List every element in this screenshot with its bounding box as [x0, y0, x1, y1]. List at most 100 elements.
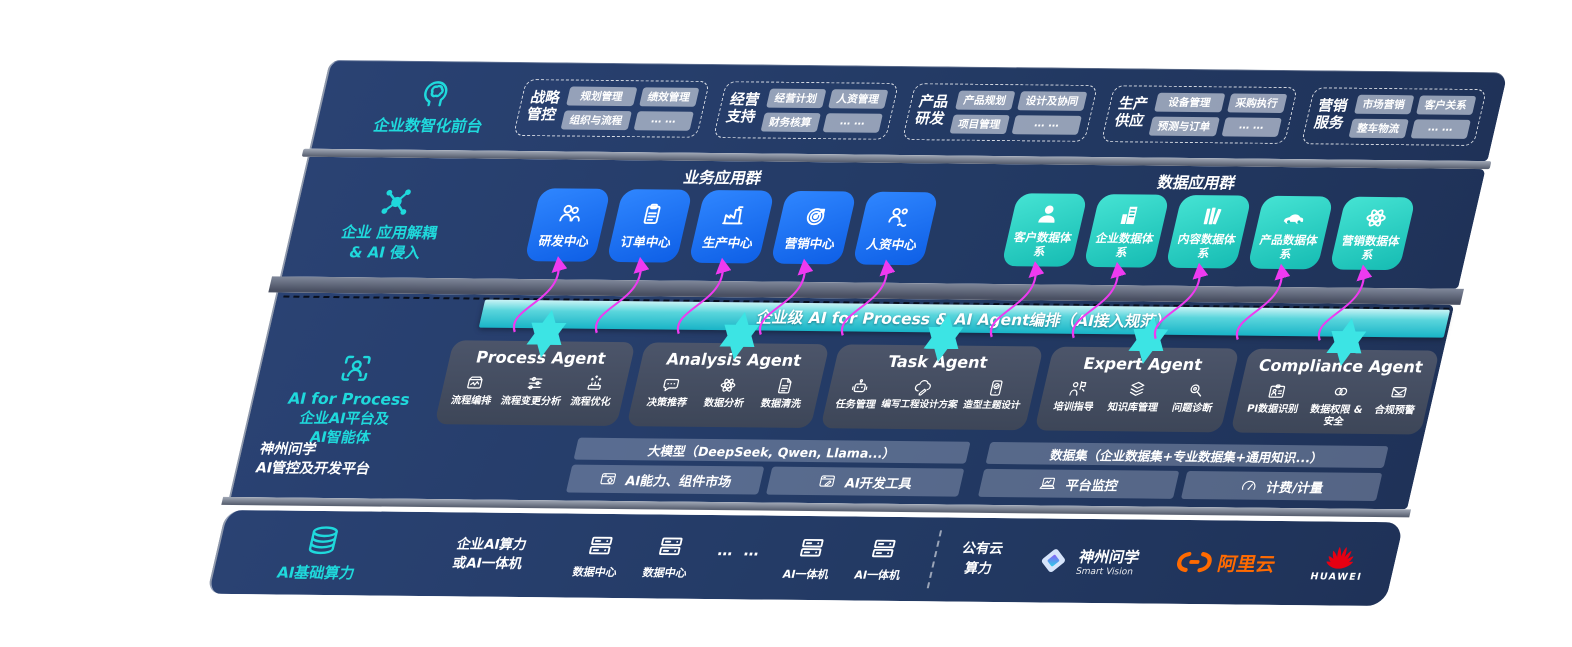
tile-marketing-center[interactable]: 营销中心 — [770, 190, 857, 265]
molecule-icon — [375, 186, 417, 220]
tile-enterprise-data[interactable]: 企业数据体系 — [1083, 194, 1170, 268]
tile-product-data[interactable]: 产品数据体系 — [1247, 195, 1334, 270]
front-office-label: 企业数智化前台 — [341, 75, 525, 137]
group-label-line: 管控 — [524, 107, 558, 124]
tag: 客户关系 — [1415, 94, 1477, 115]
tile-hr-center[interactable]: 人资中心 — [852, 191, 939, 266]
group-marketing: 营销 服务 市场营销 客户关系 整车物流 … … — [1300, 86, 1487, 146]
sliders-icon — [523, 373, 548, 393]
architecture-diagram: 企业数智化前台 战略 管控 规划管理 绩效管理 组织与流程 … … 经营 支持 经营… — [206, 60, 1508, 607]
tile-order-center[interactable]: 订单中心 — [606, 189, 693, 263]
cell-billing[interactable]: 计费/计量 — [1180, 471, 1383, 501]
agent-item: 流程编排 — [450, 372, 498, 407]
agent-item: 知识库管理 — [1106, 379, 1164, 414]
agent-title: Process Agent — [474, 347, 608, 368]
tag: … … — [822, 112, 883, 133]
agent-item: 问题诊断 — [1171, 380, 1219, 415]
app-decouple-label: 企业 应用解耦 & AI 侵入 — [307, 185, 475, 263]
front-office-title: 企业数智化前台 — [371, 116, 485, 136]
tag: 人资管理 — [827, 88, 889, 109]
tag: 预测与订单 — [1148, 116, 1220, 136]
group-label-line: 支持 — [724, 109, 758, 126]
tag: … … — [1011, 114, 1083, 135]
tile-rd-center[interactable]: 研发中心 — [524, 188, 611, 262]
server-icon — [867, 535, 899, 561]
cell-component-market[interactable]: AI能力、组件市场 — [565, 464, 765, 495]
server-ai-appliance: AI一体机 — [781, 534, 837, 581]
optimize-icon — [582, 374, 607, 394]
tile-customer-data[interactable]: 客户数据体系 — [1001, 193, 1088, 267]
agent-item: 培训指导 — [1052, 379, 1100, 414]
group-label-line: 供应 — [1112, 113, 1146, 130]
agent-item: 流程优化 — [569, 374, 617, 409]
agent-item: 任务管理 — [834, 376, 882, 411]
tag: 财务核算 — [760, 112, 821, 132]
laptop-chart-icon — [1037, 474, 1059, 492]
ai-for-process-line: AI for Process — [286, 389, 412, 409]
group-label-line: 营销 — [1316, 97, 1350, 115]
agent-item: 造型主题设计 — [962, 378, 1027, 412]
agent-item: PI数据识别 — [1246, 381, 1305, 416]
group-supply: 生产 供应 设备管理 采购执行 预测与订单 … … — [1101, 84, 1298, 144]
atom-icon — [716, 375, 741, 395]
layers-icon — [1125, 379, 1150, 399]
group-label-line: 经营 — [728, 91, 762, 109]
server-datacenter: 数据中心 — [571, 532, 626, 579]
platform-label-line1: 神州问学 — [258, 441, 319, 458]
server-icon — [585, 532, 617, 558]
card-process-agent: Process Agent 流程编排 流程变更分析 流程优化 — [434, 340, 636, 427]
database-icon — [302, 523, 344, 557]
factory-icon — [718, 202, 750, 228]
agent-cards: Process Agent 流程编排 流程变更分析 流程优化 Analysis … — [434, 340, 1440, 435]
app-decouple-line1: 企业 应用解耦 — [339, 223, 440, 243]
window-gear-icon — [597, 470, 619, 488]
band-infrastructure: AI基础算力 企业AI算力 或AI一体机 数据中心 数据中心 … … AI一体机 … — [206, 509, 1405, 607]
diagnose-search-icon — [1184, 380, 1209, 400]
group-product-rd: 产品 研发 产品规划 设计及协同 项目管理 … … — [901, 82, 1099, 142]
agent-item: 数据权限 & 安全 — [1303, 381, 1372, 427]
tag: 绩效管理 — [638, 86, 700, 107]
server-datacenter: 数据中心 — [641, 533, 696, 580]
group-operation: 经营 支持 经营计划 人资管理 财务核算 … … — [712, 80, 899, 140]
tile-marketing-data[interactable]: 营销数据体系 — [1329, 196, 1416, 271]
rings-security-icon — [1328, 382, 1353, 402]
tile-production-center[interactable]: 生产中心 — [688, 189, 775, 264]
band-ai-platform: AI for Process 企业AI平台及 AI智能体 企业级 AI for … — [229, 292, 1455, 510]
workflow-icon — [463, 372, 488, 392]
card-compliance-agent: Compliance Agent PI数据识别 数据权限 & 安全 合规预警 — [1230, 348, 1440, 435]
id-card-icon — [1264, 381, 1289, 401]
smartvision-diamond-icon — [1041, 549, 1065, 573]
tag: 采购执行 — [1226, 92, 1288, 113]
agent-item: 编写工程设计方案 — [880, 377, 964, 412]
car-icon — [1278, 204, 1310, 230]
building-icon — [1114, 203, 1146, 229]
platform-label-line2: AI管控及开发平台 — [253, 460, 372, 478]
cell-platform-monitor[interactable]: 平台监控 — [977, 468, 1180, 499]
tag: 项目管理 — [949, 114, 1010, 134]
tag: … … — [633, 110, 694, 131]
compute-text: 企业AI算力 或AI一体机 — [450, 536, 529, 573]
agent-title: Compliance Agent — [1256, 355, 1425, 377]
agent-item: 数据分析 — [702, 375, 750, 410]
huawei-logo: HUAWEI — [1309, 544, 1370, 583]
agent-item: 流程变更分析 — [499, 373, 567, 408]
platform-label: 神州问学 AI管控及开发平台 — [254, 440, 428, 479]
agent-item: 数据清洗 — [759, 376, 807, 411]
smartvision-logo: 神州问学 Smart Vision — [1032, 543, 1142, 578]
server-ai-appliance: AI一体机 — [853, 535, 909, 582]
group-label-line: 战略 — [528, 89, 562, 106]
group-label-line: 产品 — [917, 93, 951, 111]
card-task-agent: Task Agent 任务管理 编写工程设计方案 造型主题设计 — [820, 344, 1044, 431]
alicloud-logo: 阿里云 — [1173, 548, 1278, 576]
tag: 设备管理 — [1154, 92, 1226, 112]
tag: 市场营销 — [1353, 94, 1415, 114]
tag: 规划管理 — [566, 86, 638, 106]
tag: 组织与流程 — [560, 109, 632, 130]
tag: … … — [1410, 118, 1471, 139]
cell-dev-tools[interactable]: AI开发工具 — [765, 466, 965, 497]
huawei-petals-icon — [1326, 546, 1354, 569]
business-apps-heading: 业务应用群 — [681, 168, 764, 188]
tile-content-data[interactable]: 内容数据体系 — [1165, 194, 1252, 269]
ai-platform-label: AI for Process 企业AI平台及 AI智能体 — [258, 351, 439, 450]
tag: 经营计划 — [765, 88, 827, 108]
